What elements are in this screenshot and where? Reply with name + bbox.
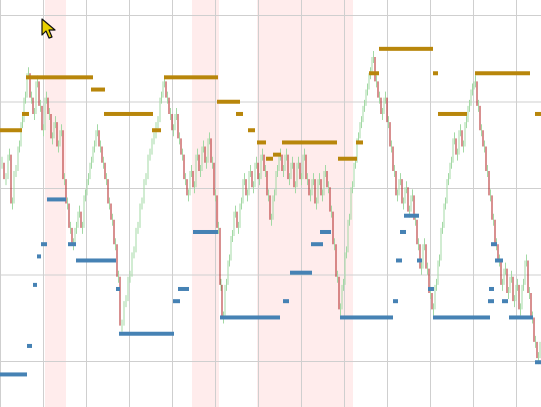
mouse-pointer-icon [41, 18, 56, 39]
lower-level-segment [76, 258, 116, 263]
lower-level-series [0, 197, 541, 377]
lower-level-segment [37, 254, 41, 259]
upper-level-segment [273, 152, 281, 157]
lower-level-segment [283, 299, 289, 304]
lower-level-segment [404, 213, 419, 218]
upper-level-series [0, 46, 541, 161]
upper-level-segment [356, 140, 363, 145]
lower-level-segment [428, 286, 434, 291]
upper-level-segment [91, 87, 105, 92]
lower-level-segment [433, 315, 490, 320]
lower-level-segment [396, 258, 402, 263]
shaded-band [257, 0, 353, 407]
lower-level-segment [320, 229, 331, 234]
lower-level-segment [41, 242, 47, 247]
lower-level-segment [173, 299, 180, 304]
shaded-band [192, 0, 219, 407]
lower-level-segment [290, 270, 312, 275]
lower-level-segment [393, 299, 398, 304]
lower-level-segment [220, 315, 280, 320]
lower-level-segment [27, 343, 32, 348]
upper-level-segment [152, 128, 161, 133]
lower-level-segment [489, 286, 494, 291]
upper-level-segment [338, 156, 357, 161]
lower-level-segment [0, 372, 27, 377]
lower-level-segment [491, 242, 497, 247]
lower-level-segment [340, 315, 393, 320]
upper-level-segment [22, 111, 29, 116]
upper-level-segment [282, 140, 337, 145]
lower-level-segment [311, 242, 323, 247]
lower-level-segment [47, 197, 66, 202]
upper-level-segment [379, 46, 433, 51]
lower-level-segment [68, 242, 76, 247]
lower-level-segment [535, 360, 541, 365]
upper-level-segment [104, 111, 153, 116]
upper-level-segment [236, 111, 243, 116]
lower-level-segment [509, 315, 533, 320]
upper-level-segment [0, 128, 22, 133]
lower-level-segment [502, 299, 508, 304]
upper-level-segment [164, 75, 218, 80]
upper-level-segment [433, 71, 438, 76]
upper-level-segment [475, 71, 530, 76]
lower-level-segment [178, 286, 189, 291]
upper-level-segment [217, 99, 240, 104]
shaded-band [45, 0, 66, 407]
upper-level-segment [257, 140, 266, 145]
lower-level-segment [495, 258, 503, 263]
lower-level-segment [193, 229, 218, 234]
lower-level-segment [116, 286, 120, 291]
price-trace [1, 50, 541, 365]
shaded-bands [45, 0, 353, 407]
upper-level-segment [248, 128, 255, 133]
lower-level-segment [33, 282, 37, 287]
upper-level-segment [438, 111, 467, 116]
upper-level-segment [266, 156, 273, 161]
lower-level-segment [488, 299, 494, 304]
upper-level-segment [535, 111, 541, 116]
lower-level-segment [400, 229, 406, 234]
upper-level-segment [26, 75, 93, 80]
upper-level-segment [369, 71, 379, 76]
lower-level-segment [119, 331, 174, 336]
lower-level-segment [417, 258, 422, 263]
